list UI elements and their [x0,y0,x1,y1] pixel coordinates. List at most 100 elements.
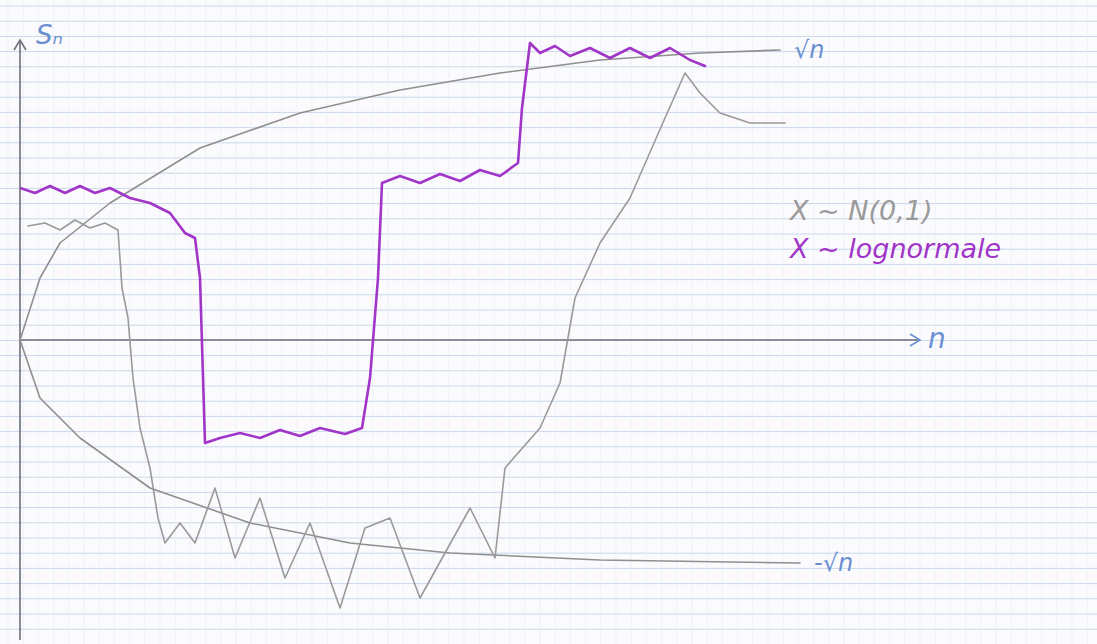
paper-line [0,553,1097,554]
paper-line [980,0,981,644]
paper-line [1072,0,1073,644]
curve-label: √n [794,36,825,64]
x-axis-arrow [910,334,920,346]
paper-line [8,0,9,644]
paper-line [0,142,1097,143]
paper-line [904,0,905,644]
paper-line [0,294,1097,295]
paper-line [752,0,753,644]
paper-line [0,264,1097,265]
paper-line [312,0,313,644]
paper-line [0,82,1097,83]
y-axis-arrow [14,40,26,50]
paper-line [0,51,1097,52]
paper-line [737,0,738,644]
paper-line [0,568,1097,569]
paper-line [0,614,1097,615]
chart: n Sₙ X ~ N(0,1) X ~ lognormale √n -√n [0,0,1097,644]
paper-line [0,21,1097,22]
x-axis [20,339,920,341]
paper-line [1087,0,1088,644]
paper-line [114,0,115,644]
paper-line [464,0,465,644]
paper-ground [0,0,1097,644]
paper-line [403,0,404,644]
paper-line [0,522,1097,523]
paper-line [0,158,1097,159]
legend-entry: X ~ N(0,1) [788,195,933,226]
paper-line [661,0,662,644]
paper-line [1056,0,1057,644]
paper-line [920,0,921,644]
curve-label: -√n [814,549,853,577]
series-group [20,43,800,608]
paper-line [996,0,997,644]
legend-entry: X ~ lognormale [788,233,1001,264]
paper-line [494,0,495,644]
paper-line [0,431,1097,432]
paper-line [965,0,966,644]
paper-line [692,0,693,644]
paper-line [0,583,1097,584]
paper-line [859,0,860,644]
paper-line [874,0,875,644]
paper-line [0,370,1097,371]
paper-line [889,0,890,644]
series-line [20,43,705,443]
paper-line [844,0,845,644]
paper-line [1041,0,1042,644]
paper-line [616,0,617,644]
paper-line [540,0,541,644]
paper-line [38,0,39,644]
paper-line [296,0,297,644]
paper-line [0,127,1097,128]
paper-line [707,0,708,644]
paper-line [160,0,161,644]
paper-line [0,36,1097,37]
paper-line [190,0,191,644]
paper-line [585,0,586,644]
paper-line [0,598,1097,599]
paper-line [0,629,1097,630]
paper-line [646,0,647,644]
paper-line [433,0,434,644]
paper-line [205,0,206,644]
y-axis-title: Sₙ [36,20,63,50]
paper-line [0,507,1097,508]
paper [0,0,1097,644]
paper-line [0,401,1097,402]
paper-line [266,0,267,644]
paper-line [220,0,221,644]
paper-line [1011,0,1012,644]
paper-line [798,0,799,644]
paper-line [53,0,54,644]
paper-line [129,0,130,644]
paper-line [418,0,419,644]
paper-line [357,0,358,644]
paper-line [828,0,829,644]
paper-line [0,446,1097,447]
x-axis-title: n [928,322,946,355]
paper-line [631,0,632,644]
paper-line [509,0,510,644]
paper-line [0,310,1097,311]
paper-line [555,0,556,644]
paper-line [783,0,784,644]
paper-line [175,0,176,644]
paper-line [99,0,100,644]
paper-line [0,6,1097,7]
paper-line [0,97,1097,98]
paper-line [0,188,1097,189]
paper-line [327,0,328,644]
paper-line [950,0,951,644]
paper-line [0,112,1097,113]
paper-line [236,0,237,644]
paper-line [0,477,1097,478]
paper-line [600,0,601,644]
paper-line [0,355,1097,356]
paper-line [251,0,252,644]
paper-line [676,0,677,644]
paper-line [342,0,343,644]
paper-line [0,416,1097,417]
series-line [28,73,785,608]
